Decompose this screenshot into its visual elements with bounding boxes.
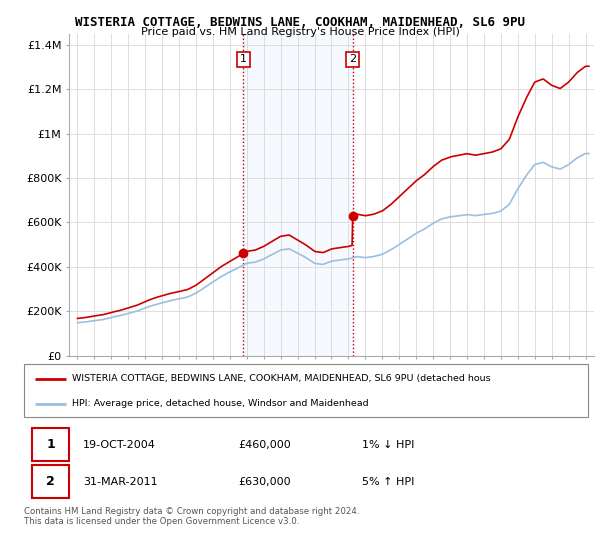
Text: 5% ↑ HPI: 5% ↑ HPI <box>362 477 415 487</box>
Bar <box>244 34 353 356</box>
Text: 31-MAR-2011: 31-MAR-2011 <box>83 477 158 487</box>
Text: £630,000: £630,000 <box>238 477 291 487</box>
Text: HPI: Average price, detached house, Windsor and Maidenhead: HPI: Average price, detached house, Wind… <box>72 399 368 408</box>
Text: 19-OCT-2004: 19-OCT-2004 <box>83 440 156 450</box>
FancyBboxPatch shape <box>32 465 69 498</box>
Text: 2: 2 <box>46 475 55 488</box>
Text: 1% ↓ HPI: 1% ↓ HPI <box>362 440 415 450</box>
Text: 1: 1 <box>240 54 247 64</box>
Text: 2: 2 <box>349 54 356 64</box>
Text: Contains HM Land Registry data © Crown copyright and database right 2024.
This d: Contains HM Land Registry data © Crown c… <box>24 507 359 526</box>
FancyBboxPatch shape <box>24 364 588 417</box>
Text: WISTERIA COTTAGE, BEDWINS LANE, COOKHAM, MAIDENHEAD, SL6 9PU: WISTERIA COTTAGE, BEDWINS LANE, COOKHAM,… <box>75 16 525 29</box>
Text: 1: 1 <box>46 438 55 451</box>
Text: WISTERIA COTTAGE, BEDWINS LANE, COOKHAM, MAIDENHEAD, SL6 9PU (detached hous: WISTERIA COTTAGE, BEDWINS LANE, COOKHAM,… <box>72 375 491 384</box>
Text: £460,000: £460,000 <box>238 440 291 450</box>
FancyBboxPatch shape <box>32 428 69 461</box>
Text: Price paid vs. HM Land Registry's House Price Index (HPI): Price paid vs. HM Land Registry's House … <box>140 27 460 37</box>
